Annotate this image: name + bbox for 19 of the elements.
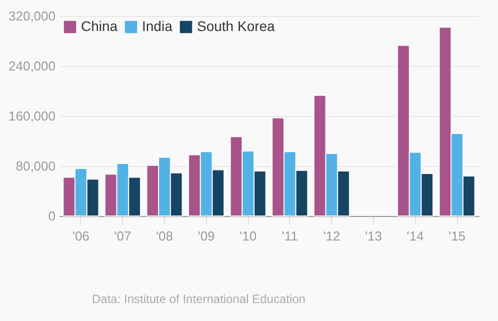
x-tick-label: '15 <box>448 228 466 244</box>
legend-label: South Korea <box>197 18 276 34</box>
x-tick-label: '14 <box>406 228 424 244</box>
legend-label: India <box>142 18 173 34</box>
y-tick-label: 0 <box>48 208 56 224</box>
y-tick-label: 160,000 <box>8 108 56 124</box>
x-tick-label: '11 <box>282 228 298 244</box>
text: Data: Institute of International Education <box>92 292 306 306</box>
x-tick-label: '12 <box>323 228 340 244</box>
y-tick-label: 80,000 <box>16 158 56 174</box>
legend-label: China <box>81 18 118 34</box>
x-tick-label: '13 <box>365 228 382 244</box>
y-tick-label: 240,000 <box>8 58 56 74</box>
y-tick-label: 320,000 <box>8 8 56 24</box>
x-tick-label: '09 <box>198 228 215 244</box>
x-tick-label: '10 <box>240 228 257 244</box>
x-tick-label: '07 <box>114 228 132 244</box>
x-tick-label: '06 <box>72 228 90 244</box>
x-tick-label: '08 <box>156 228 173 244</box>
